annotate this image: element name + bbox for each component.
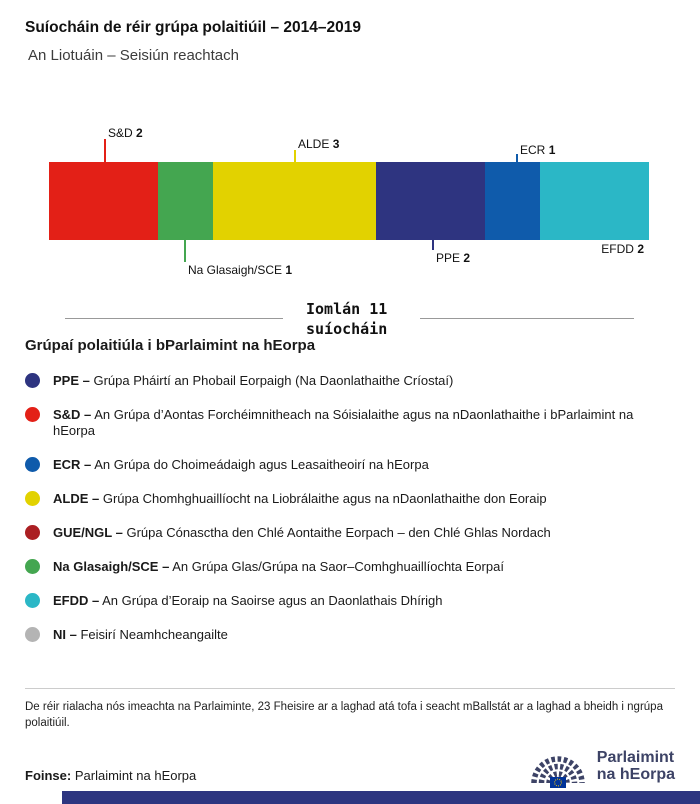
ep-logo-line2: na hEorpa — [596, 766, 675, 783]
bar-label-ecr: ECR 1 — [520, 143, 555, 157]
footnote: De réir rialacha nós imeachta na Parlaim… — [25, 701, 663, 729]
legend-desc-glasaigh: An Grúpa Glas/Grúpa na Saor–Comhghuaillí… — [172, 559, 504, 574]
source-line: Foinse: Parlaimint na hEorpa — [25, 768, 196, 783]
legend-abbr-ecr: ECR – — [53, 457, 92, 472]
legend-dot-glasaigh — [25, 559, 40, 574]
bar-label-sd-name: S&D — [108, 126, 133, 140]
bar-label-ppe-value: 2 — [463, 251, 471, 265]
bar-label-sd: S&D 2 — [108, 126, 143, 140]
page-subtitle: An Liotuáin – Seisiún reachtach — [28, 47, 239, 64]
bar-segment-ecr — [485, 162, 540, 240]
legend-desc-ni: Feisirí Neamhcheangailte — [80, 627, 228, 642]
ep-logo-text: Parlaimint na hEorpa — [597, 749, 675, 783]
bar-segment-efdd — [539, 162, 649, 240]
source-label: Foinse: — [25, 768, 72, 783]
legend-item-ecr: ECR – An Grúpa do Choimeádaigh agus Leas… — [25, 457, 675, 473]
bottom-strip — [62, 791, 700, 804]
callout-line-glasaigh — [184, 240, 186, 262]
bar-label-glasaigh: Na Glasaigh/SCE 1 — [188, 263, 292, 277]
legend-text-efdd: EFDD – An Grúpa d’Eoraip na Saoirse agus… — [53, 593, 443, 609]
legend-item-efdd: EFDD – An Grúpa d’Eoraip na Saoirse agus… — [25, 593, 675, 609]
legend-item-alde: ALDE – Grúpa Chomhghuaillíocht na Liobrá… — [25, 491, 675, 507]
page-title: Suíocháin de réir grúpa polaitiúil – 201… — [25, 19, 361, 36]
bar-label-alde: ALDE 3 — [298, 137, 339, 151]
legend-title: Grúpaí polaitiúla i bParlaimint na hEorp… — [25, 337, 316, 354]
legend-desc-sd: An Grúpa d’Aontas Forchéimnitheach na Só… — [53, 407, 634, 438]
callout-line-ppe — [432, 240, 434, 250]
legend-text-glasaigh: Na Glasaigh/SCE – An Grúpa Glas/Grúpa na… — [53, 559, 504, 575]
legend-item-sd: S&D – An Grúpa d’Aontas Forchéimnitheach… — [25, 407, 675, 439]
legend-abbr-efdd: EFDD – — [53, 593, 100, 608]
bar-segment-ppe — [376, 162, 486, 240]
bar-label-efdd: EFDD 2 — [601, 242, 644, 256]
legend-abbr-ni: NI – — [53, 627, 77, 642]
legend-dot-ni — [25, 627, 40, 642]
legend-item-ni: NI – Feisirí Neamhcheangailte — [25, 627, 675, 643]
source-value: Parlaimint na hEorpa — [74, 768, 197, 783]
bar-label-ecr-name: ECR — [520, 143, 546, 157]
legend-dot-sd — [25, 407, 40, 422]
callout-line-sd — [104, 139, 106, 162]
legend-text-sd: S&D – An Grúpa d’Aontas Forchéimnitheach… — [53, 407, 675, 439]
legend-desc-ecr: An Grúpa do Choimeádaigh agus Leasaitheo… — [94, 457, 429, 472]
legend-desc-ppe: Grúpa Pháirtí an Phobail Eorpaigh (Na Da… — [93, 373, 454, 388]
bar-label-ecr-value: 1 — [548, 143, 556, 157]
legend-item-gue-ngl: GUE/NGL – Grúpa Cónasctha den Chlé Aonta… — [25, 525, 675, 541]
legend-abbr-alde: ALDE – — [53, 491, 100, 506]
legend-abbr-ppe: PPE – — [53, 373, 90, 388]
ep-logo-line1: Parlaimint — [596, 749, 675, 766]
bar-segment-na-glasaigh-sce — [158, 162, 213, 240]
legend-item-glasaigh: Na Glasaigh/SCE – An Grúpa Glas/Grúpa na… — [25, 559, 675, 575]
legend-desc-gue-ngl: Grúpa Cónasctha den Chlé Aontaithe Eorpa… — [126, 525, 551, 540]
legend-text-ni: NI – Feisirí Neamhcheangailte — [53, 627, 228, 643]
legend-dot-ecr — [25, 457, 40, 472]
bar-label-sd-value: 2 — [136, 126, 143, 140]
legend-text-ecr: ECR – An Grúpa do Choimeádaigh agus Leas… — [53, 457, 429, 473]
bar-label-ppe-name: PPE — [436, 251, 461, 265]
legend-text-gue-ngl: GUE/NGL – Grúpa Cónasctha den Chlé Aonta… — [53, 525, 551, 541]
legend-abbr-sd: S&D – — [53, 407, 92, 422]
legend-dot-efdd — [25, 593, 40, 608]
legend-text-alde: ALDE – Grúpa Chomhghuaillíocht na Liobrá… — [53, 491, 547, 507]
ep-hemicycle-icon — [531, 756, 585, 788]
bar-label-alde-value: 3 — [332, 137, 340, 151]
bar-label-glasaigh-name: Na Glasaigh/SCE — [188, 263, 283, 277]
eu-flag-icon — [549, 777, 566, 788]
total-divider-right — [420, 318, 634, 319]
footer-divider — [25, 688, 675, 689]
bar-label-efdd-name: EFDD — [601, 242, 634, 256]
legend-dot-ppe — [25, 373, 40, 388]
legend-item-ppe: PPE – Grúpa Pháirtí an Phobail Eorpaigh … — [25, 373, 675, 389]
legend-abbr-glasaigh: Na Glasaigh/SCE – — [53, 559, 170, 574]
bar-label-efdd-value: 2 — [637, 242, 644, 256]
bar-label-alde-name: ALDE — [298, 137, 330, 151]
legend-dot-gue-ngl — [25, 525, 40, 540]
legend-desc-alde: Grúpa Chomhghuaillíocht na Liobrálaithe … — [102, 491, 547, 506]
ep-logo: Parlaimint na hEorpa — [529, 742, 675, 790]
legend-text-ppe: PPE – Grúpa Pháirtí an Phobail Eorpaigh … — [53, 373, 453, 389]
legend-desc-efdd: An Grúpa d’Eoraip na Saoirse agus an Dao… — [102, 593, 443, 608]
total-seats-label: Iomlán 11 suíocháin — [306, 300, 388, 338]
legend-dot-alde — [25, 491, 40, 506]
seat-bar — [49, 162, 649, 240]
bar-segment-s-d — [49, 162, 159, 240]
bar-label-glasaigh-value: 1 — [285, 263, 293, 277]
legend-list: PPE – Grúpa Pháirtí an Phobail Eorpaigh … — [25, 373, 675, 661]
bar-segment-alde — [212, 162, 377, 240]
callout-line-alde — [294, 150, 296, 162]
total-divider-left — [65, 318, 283, 319]
callout-line-ecr — [516, 154, 518, 162]
bar-label-ppe: PPE 2 — [436, 251, 470, 265]
legend-abbr-gue-ngl: GUE/NGL – — [53, 525, 123, 540]
